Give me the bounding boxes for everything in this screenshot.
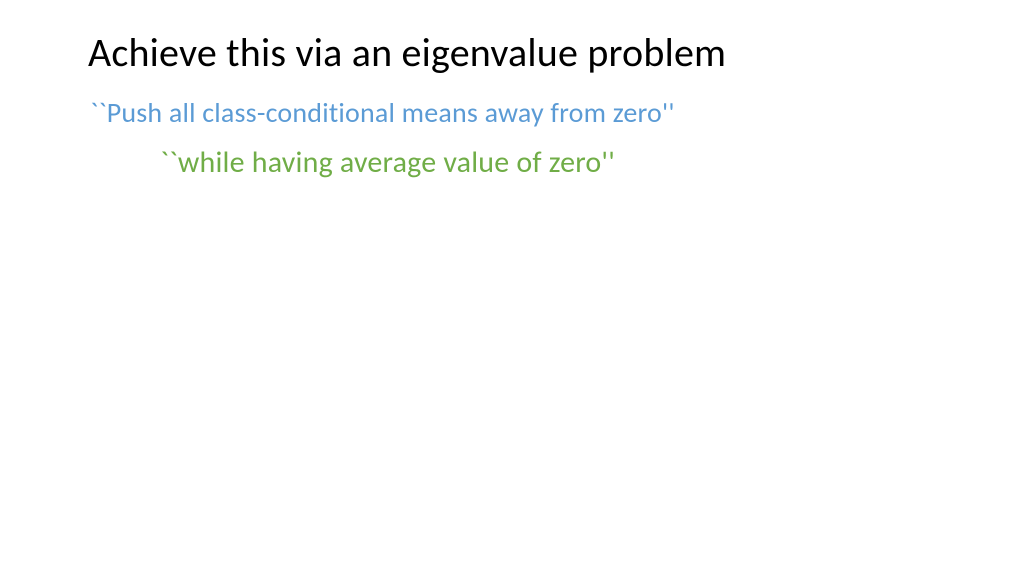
slide-container: Achieve this via an eigenvalue problem `… [0, 0, 1024, 576]
slide-title: Achieve this via an eigenvalue problem [88, 28, 964, 77]
subtitle-blue: ``Push all class-conditional means away … [90, 95, 964, 130]
subtitle-green: ``while having average value of zero'' [160, 144, 964, 181]
